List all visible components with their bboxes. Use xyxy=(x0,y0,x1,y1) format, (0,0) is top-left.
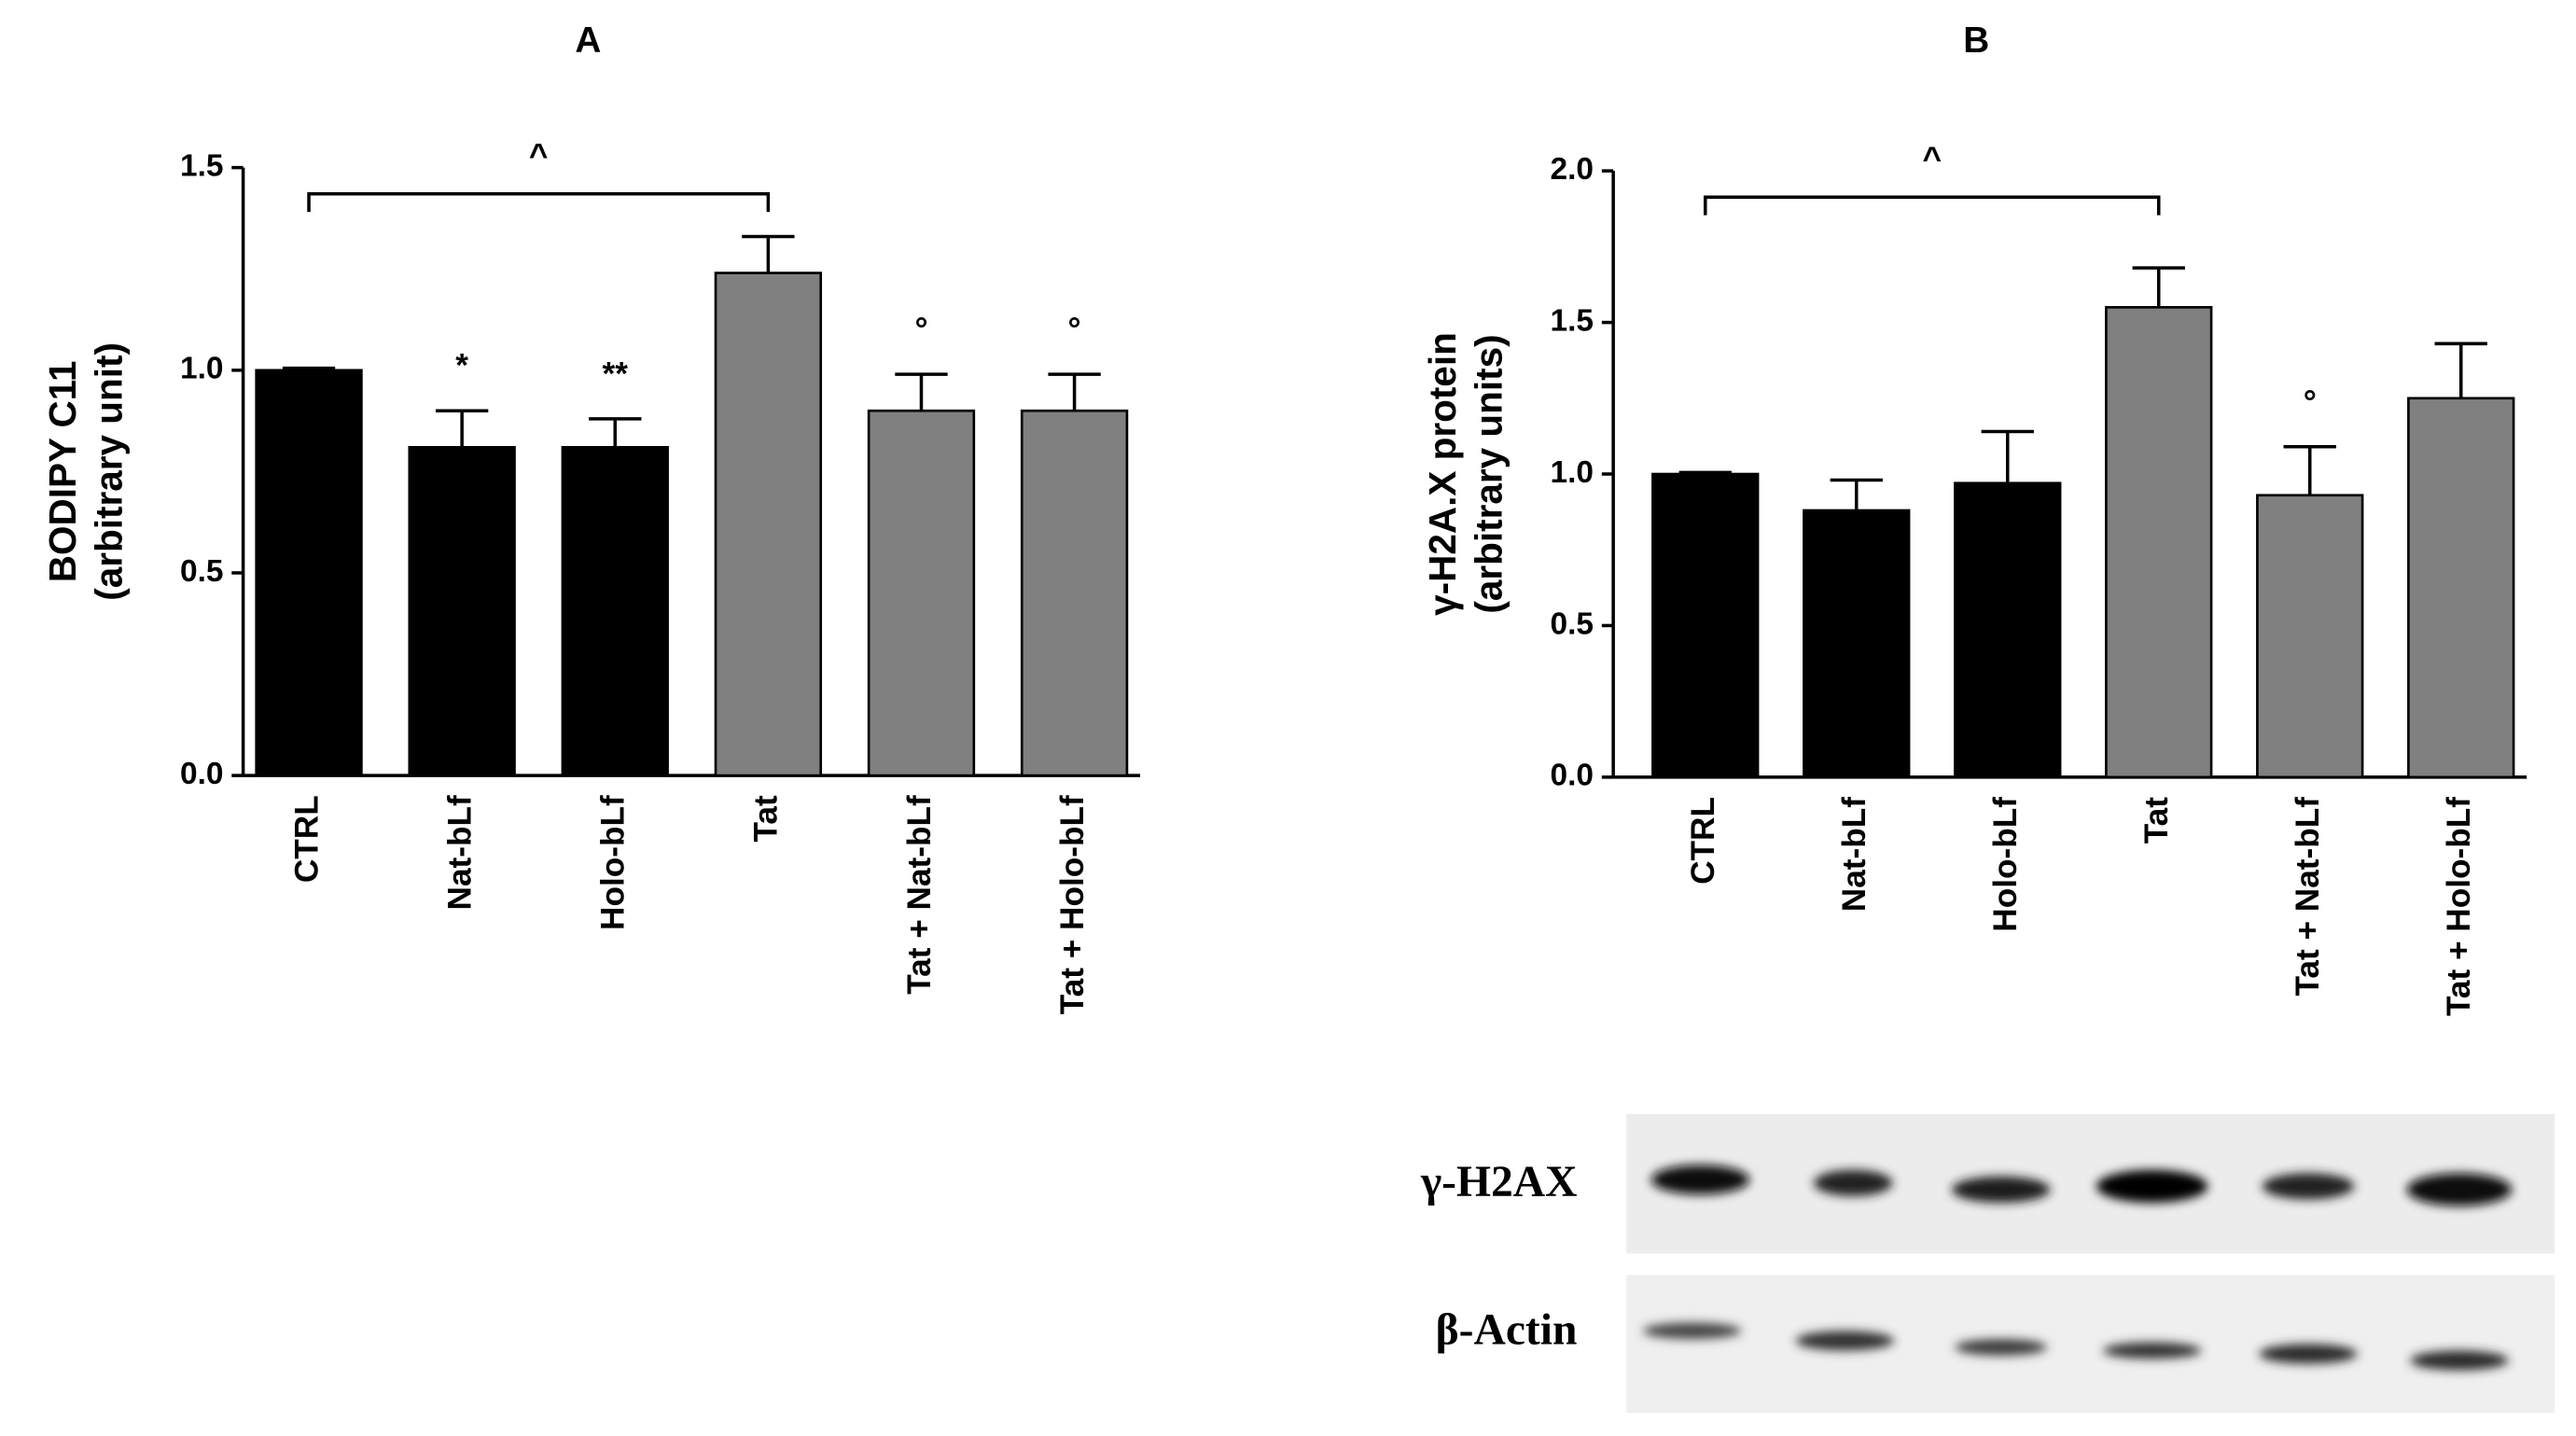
blot-band xyxy=(1642,1322,1742,1340)
chart-title: A xyxy=(575,21,601,61)
x-tick-label: Tat xyxy=(2138,797,2175,843)
x-tick-label: Holo-bLf xyxy=(1987,797,2024,932)
significance-mark: ° xyxy=(914,312,927,348)
blot-band xyxy=(1650,1164,1750,1195)
bar xyxy=(2407,397,2515,779)
y-tick-label: 1.0 xyxy=(1551,455,1594,490)
bar xyxy=(1651,472,1760,779)
x-tick-label: Tat + Nat-bLf xyxy=(901,795,938,995)
bar xyxy=(1803,509,1911,779)
blot-band xyxy=(2102,1342,2202,1359)
blot-band xyxy=(2410,1350,2509,1371)
comparison-bracket xyxy=(1703,195,2161,216)
blot-band xyxy=(1955,1339,2048,1356)
significance-mark: ° xyxy=(1068,312,1081,348)
y-tick-label: 0.0 xyxy=(1551,759,1594,793)
y-tick-label: 0.5 xyxy=(1551,606,1594,641)
blot-band xyxy=(2262,1173,2355,1200)
bar xyxy=(408,445,516,777)
x-tick-label: Nat-bLf xyxy=(1836,797,1873,912)
y-tick-label: 0.5 xyxy=(180,554,223,589)
x-tick-label: CTRL xyxy=(1685,797,1721,885)
significance-mark: * xyxy=(455,348,468,384)
blot-band xyxy=(2096,1169,2208,1203)
x-tick-label: Tat + Holo-bLf xyxy=(1054,795,1091,1014)
blot-band xyxy=(2406,1173,2513,1206)
y-axis-label: (arbitrary unit) xyxy=(87,342,130,601)
bar xyxy=(714,272,823,777)
y-tick-label: 1.5 xyxy=(180,148,223,183)
y-tick-label: 1.0 xyxy=(180,352,223,386)
y-axis-label: γ-H2A.X protein xyxy=(1421,332,1464,616)
blot-band xyxy=(1951,1176,2051,1203)
bar xyxy=(867,409,976,777)
blot-band xyxy=(1813,1169,1893,1196)
comparison-bracket xyxy=(307,192,771,213)
blot-band xyxy=(1795,1331,1895,1351)
bar xyxy=(561,445,669,777)
blot-label: γ-H2AX xyxy=(1420,1158,1577,1206)
y-tick-label: 1.5 xyxy=(1551,303,1594,338)
x-tick-label: Holo-bLf xyxy=(595,795,632,930)
x-tick-label: Nat-bLf xyxy=(441,795,478,910)
bar xyxy=(2105,306,2213,779)
significance-mark: ** xyxy=(603,356,629,392)
x-tick-label: Tat + Nat-bLf xyxy=(2290,797,2326,997)
blot-label: β-Actin xyxy=(1436,1306,1578,1355)
significance-mark: ° xyxy=(2304,383,2317,420)
blot-panel xyxy=(1626,1113,2555,1254)
western-blot: γ-H2AX β-Actin xyxy=(1420,1113,2555,1414)
comparison-label: ^ xyxy=(529,137,549,174)
x-tick-label: CTRL xyxy=(288,795,325,883)
comparison-label: ^ xyxy=(1922,141,1942,177)
x-tick-label: Tat + Holo-bLf xyxy=(2441,797,2477,1016)
bar xyxy=(1020,409,1129,777)
x-tick-label: Tat xyxy=(748,795,785,842)
y-tick-label: 0.0 xyxy=(180,757,223,791)
y-axis-label: (arbitrary units) xyxy=(1468,334,1511,613)
bar xyxy=(2256,494,2364,779)
y-axis-label: BODIPY C11 xyxy=(41,360,84,582)
chart-title: B xyxy=(1963,21,1989,61)
y-tick-label: 2.0 xyxy=(1551,152,1594,187)
bar xyxy=(1954,481,2062,779)
blot-panel xyxy=(1626,1275,2555,1414)
bar xyxy=(255,369,363,777)
blot-band xyxy=(2259,1344,2358,1364)
